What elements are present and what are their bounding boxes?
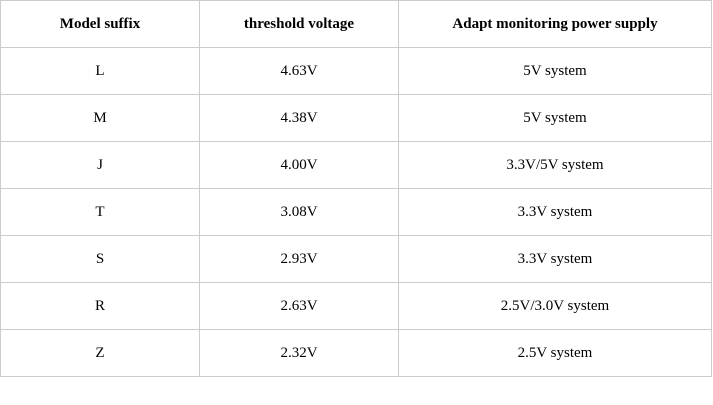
cell-threshold-voltage: 2.32V (199, 329, 399, 377)
cell-threshold-voltage: 2.63V (199, 282, 399, 330)
table-row: S 2.93V 3.3V system (0, 235, 712, 283)
cell-model-suffix: T (0, 188, 200, 236)
table-row: R 2.63V 2.5V/3.0V system (0, 282, 712, 330)
cell-power-supply: 2.5V/3.0V system (398, 282, 712, 330)
header-model-suffix: Model suffix (0, 0, 200, 48)
header-threshold-voltage: threshold voltage (199, 0, 399, 48)
cell-model-suffix: R (0, 282, 200, 330)
table-row: Z 2.32V 2.5V system (0, 329, 712, 377)
table-row: T 3.08V 3.3V system (0, 188, 712, 236)
cell-power-supply: 3.3V system (398, 188, 712, 236)
cell-model-suffix: S (0, 235, 200, 283)
cell-model-suffix: J (0, 141, 200, 189)
cell-threshold-voltage: 3.08V (199, 188, 399, 236)
cell-power-supply: 3.3V/5V system (398, 141, 712, 189)
cell-power-supply: 5V system (398, 47, 712, 95)
table-row: J 4.00V 3.3V/5V system (0, 141, 712, 189)
threshold-voltage-table: Model suffix threshold voltage Adapt mon… (0, 0, 712, 377)
cell-threshold-voltage: 2.93V (199, 235, 399, 283)
table-header-row: Model suffix threshold voltage Adapt mon… (0, 0, 712, 48)
cell-threshold-voltage: 4.00V (199, 141, 399, 189)
cell-threshold-voltage: 4.63V (199, 47, 399, 95)
table-row: L 4.63V 5V system (0, 47, 712, 95)
header-power-supply: Adapt monitoring power supply (398, 0, 712, 48)
cell-power-supply: 3.3V system (398, 235, 712, 283)
cell-model-suffix: L (0, 47, 200, 95)
cell-power-supply: 5V system (398, 94, 712, 142)
cell-model-suffix: M (0, 94, 200, 142)
cell-power-supply: 2.5V system (398, 329, 712, 377)
cell-model-suffix: Z (0, 329, 200, 377)
cell-threshold-voltage: 4.38V (199, 94, 399, 142)
table-row: M 4.38V 5V system (0, 94, 712, 142)
